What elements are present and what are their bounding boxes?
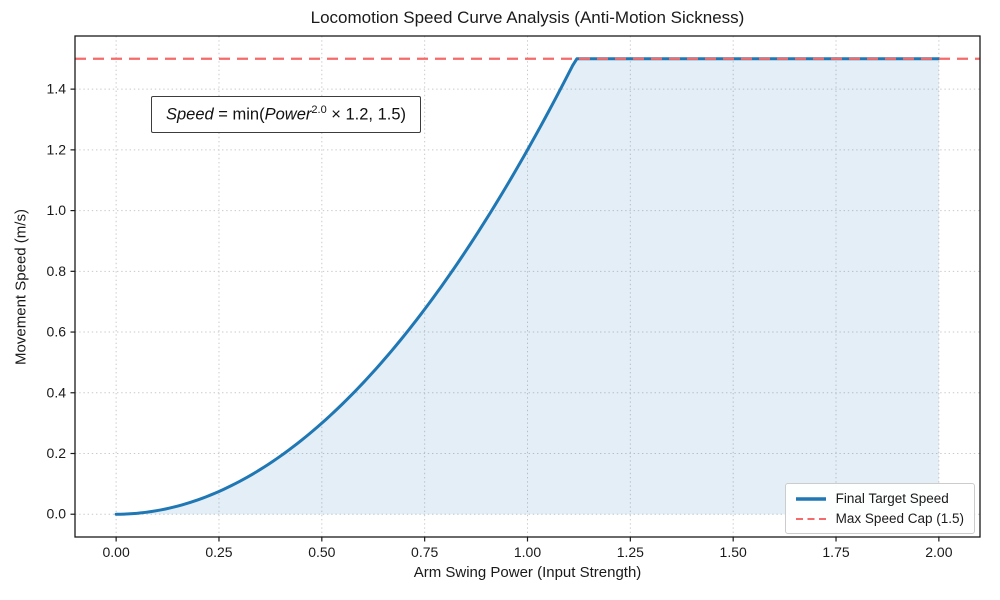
legend-label: Max Speed Cap (1.5) <box>835 511 964 526</box>
x-tick-label: 1.50 <box>720 544 747 560</box>
formula-base: Power <box>264 105 312 124</box>
y-tick-label: 1.2 <box>47 141 67 157</box>
legend-item-final-target-speed: Final Target Speed <box>795 491 964 506</box>
chart-title: Locomotion Speed Curve Analysis (Anti-Mo… <box>310 8 745 27</box>
legend: Final Target Speed Max Speed Cap (1.5) <box>784 483 975 534</box>
legend-solid-line-sample <box>795 496 826 501</box>
y-tick-label: 1.4 <box>47 81 67 97</box>
area-fill-under-curve <box>116 58 939 515</box>
y-tick-label: 1.0 <box>47 202 67 218</box>
y-tick-label: 0.8 <box>47 263 67 279</box>
legend-dashed-line-sample <box>795 517 826 520</box>
formula-tail: × 1.2, 1.5) <box>326 105 407 124</box>
formula-exponent: 2.0 <box>311 104 327 116</box>
formula-lhs: Speed <box>166 105 214 124</box>
x-tick-label: 0.75 <box>411 544 438 560</box>
x-tick-label: 1.00 <box>514 544 541 560</box>
x-tick-label: 2.00 <box>925 544 952 560</box>
legend-label: Final Target Speed <box>835 491 949 506</box>
x-tick-label: 0.50 <box>308 544 335 560</box>
y-tick-label: 0.2 <box>47 445 67 461</box>
legend-item-max-speed-cap: Max Speed Cap (1.5) <box>795 511 964 526</box>
x-tick-label: 1.25 <box>617 544 644 560</box>
y-tick-label: 0.4 <box>47 384 67 400</box>
y-tick-label: 0.6 <box>47 324 67 340</box>
x-axis-label: Arm Swing Power (Input Strength) <box>413 564 642 581</box>
formula-annotation: Speed = min(Power2.0 × 1.2, 1.5) <box>151 96 422 133</box>
x-tick-label: 1.75 <box>822 544 849 560</box>
x-tick-label: 0.00 <box>103 544 130 560</box>
formula-mid: = min( <box>213 105 265 124</box>
y-tick-label: 0.0 <box>47 506 67 522</box>
x-tick-label: 0.25 <box>205 544 232 560</box>
y-axis-label: Movement Speed (m/s) <box>12 209 30 365</box>
